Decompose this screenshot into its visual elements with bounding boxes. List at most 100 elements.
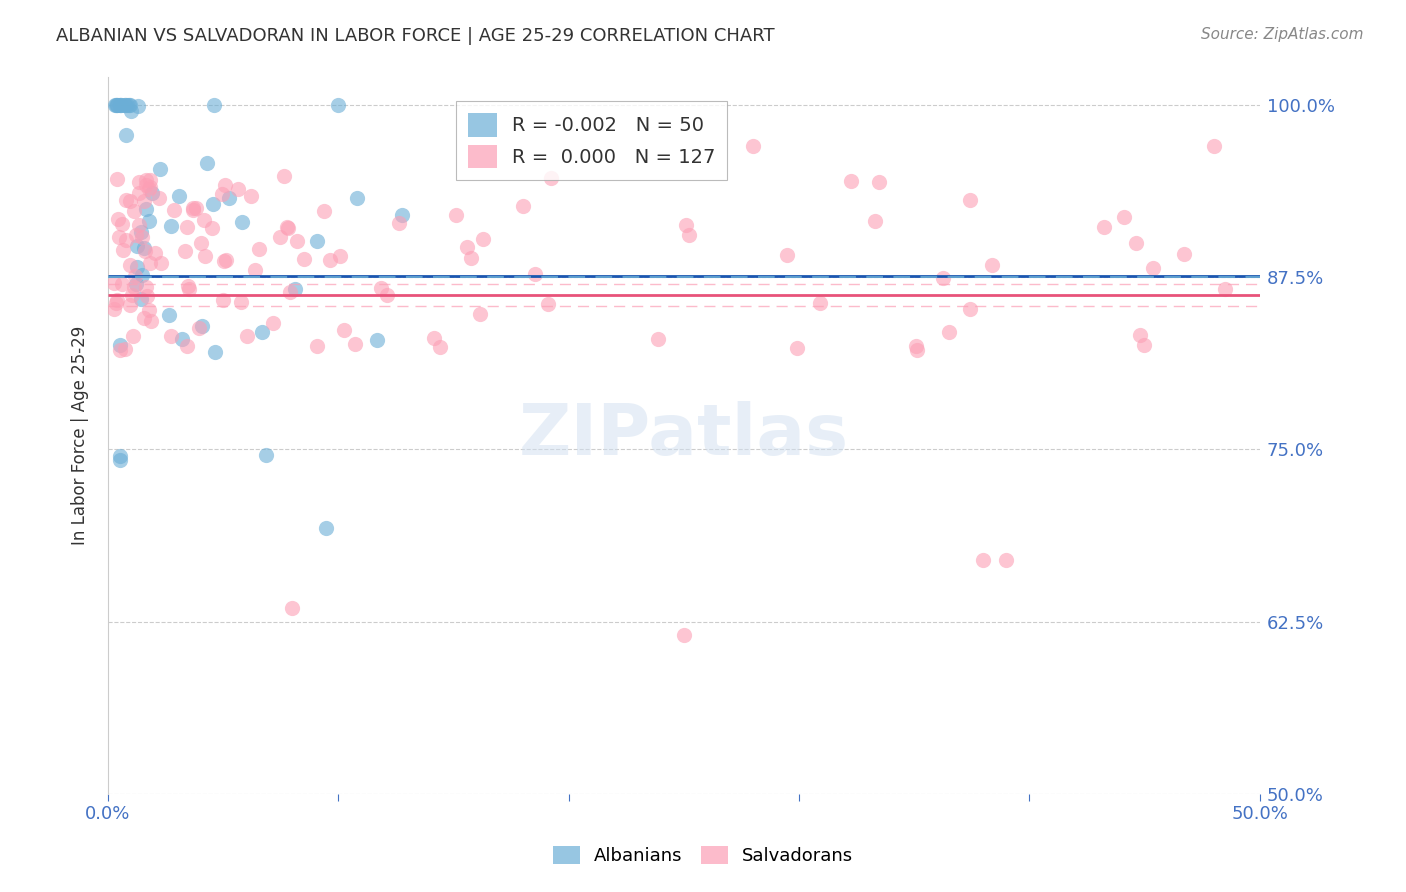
Salvadorans (110, 343, 132, 358)
Salvadorans (537, 297, 560, 311)
Salvadorans (678, 227, 700, 242)
Salvadorans (201, 221, 224, 235)
Salvadorans (150, 256, 173, 270)
Albanians (110, 98, 132, 112)
Salvadorans (523, 268, 546, 282)
Salvadorans (138, 182, 160, 196)
Albanians (366, 333, 388, 347)
Salvadorans (1142, 260, 1164, 275)
Salvadorans (214, 178, 236, 193)
Salvadorans (333, 323, 356, 337)
Salvadorans (472, 232, 495, 246)
Albanians (135, 202, 157, 216)
Salvadorans (786, 342, 808, 356)
Salvadorans (1092, 219, 1115, 234)
Salvadorans (143, 246, 166, 260)
Salvadorans (105, 171, 128, 186)
Salvadorans (193, 213, 215, 227)
Albanians (115, 98, 138, 112)
Salvadorans (132, 310, 155, 325)
Salvadorans (103, 276, 125, 290)
Salvadorans (124, 269, 146, 284)
Salvadorans (114, 342, 136, 356)
Albanians (138, 214, 160, 228)
Salvadorans (111, 277, 134, 291)
Salvadorans (540, 171, 562, 186)
Salvadorans (122, 203, 145, 218)
Salvadorans (1173, 246, 1195, 260)
Salvadorans (108, 230, 131, 244)
Salvadorans (972, 552, 994, 566)
Salvadorans (125, 228, 148, 243)
Text: Source: ZipAtlas.com: Source: ZipAtlas.com (1201, 27, 1364, 42)
Legend: Albanians, Salvadorans: Albanians, Salvadorans (544, 837, 862, 874)
Salvadorans (868, 175, 890, 189)
Salvadorans (141, 314, 163, 328)
Albanians (328, 98, 350, 112)
Salvadorans (905, 338, 928, 352)
Salvadorans (183, 201, 205, 215)
Salvadorans (111, 243, 134, 257)
Salvadorans (675, 218, 697, 232)
Salvadorans (932, 270, 955, 285)
Salvadorans (215, 253, 238, 268)
Salvadorans (120, 298, 142, 312)
Albanians (250, 325, 273, 339)
Albanians (149, 161, 172, 176)
Salvadorans (776, 247, 799, 261)
Albanians (120, 104, 142, 119)
Salvadorans (672, 628, 695, 642)
Salvadorans (173, 244, 195, 258)
Salvadorans (243, 262, 266, 277)
Salvadorans (370, 281, 392, 295)
Salvadorans (135, 289, 157, 303)
Albanians (108, 453, 131, 467)
Salvadorans (907, 343, 929, 358)
Albanians (129, 292, 152, 306)
Salvadorans (138, 303, 160, 318)
Salvadorans (128, 186, 150, 201)
Salvadorans (114, 193, 136, 207)
Albanians (108, 338, 131, 352)
Salvadorans (1128, 328, 1150, 343)
Salvadorans (269, 229, 291, 244)
Salvadorans (121, 287, 143, 301)
Salvadorans (329, 249, 352, 263)
Salvadorans (103, 302, 125, 317)
Salvadorans (138, 179, 160, 194)
Text: ZIPatlas: ZIPatlas (519, 401, 849, 470)
Salvadorans (181, 202, 204, 217)
Albanians (218, 191, 240, 205)
Salvadorans (343, 336, 366, 351)
Salvadorans (423, 331, 446, 345)
Salvadorans (135, 279, 157, 293)
Salvadorans (959, 301, 981, 316)
Salvadorans (278, 285, 301, 300)
Albanians (127, 239, 149, 253)
Albanians (108, 98, 131, 112)
Albanians (202, 197, 225, 211)
Albanians (108, 449, 131, 463)
Salvadorans (135, 173, 157, 187)
Salvadorans (231, 294, 253, 309)
Salvadorans (512, 199, 534, 213)
Salvadorans (995, 552, 1018, 566)
Salvadorans (118, 258, 141, 272)
Legend: R = -0.002   N = 50, R =  0.000   N = 127: R = -0.002 N = 50, R = 0.000 N = 127 (456, 102, 727, 180)
Salvadorans (938, 325, 960, 339)
Albanians (131, 268, 153, 283)
Albanians (159, 219, 181, 234)
Salvadorans (139, 256, 162, 270)
Albanians (391, 208, 413, 222)
Salvadorans (105, 293, 128, 308)
Albanians (169, 188, 191, 202)
Salvadorans (120, 194, 142, 208)
Salvadorans (135, 178, 157, 192)
Text: ALBANIAN VS SALVADORAN IN LABOR FORCE | AGE 25-29 CORRELATION CHART: ALBANIAN VS SALVADORAN IN LABOR FORCE | … (56, 27, 775, 45)
Salvadorans (176, 220, 198, 235)
Salvadorans (148, 191, 170, 205)
Salvadorans (388, 216, 411, 230)
Albanians (120, 98, 142, 112)
Albanians (170, 332, 193, 346)
Albanians (115, 128, 138, 142)
